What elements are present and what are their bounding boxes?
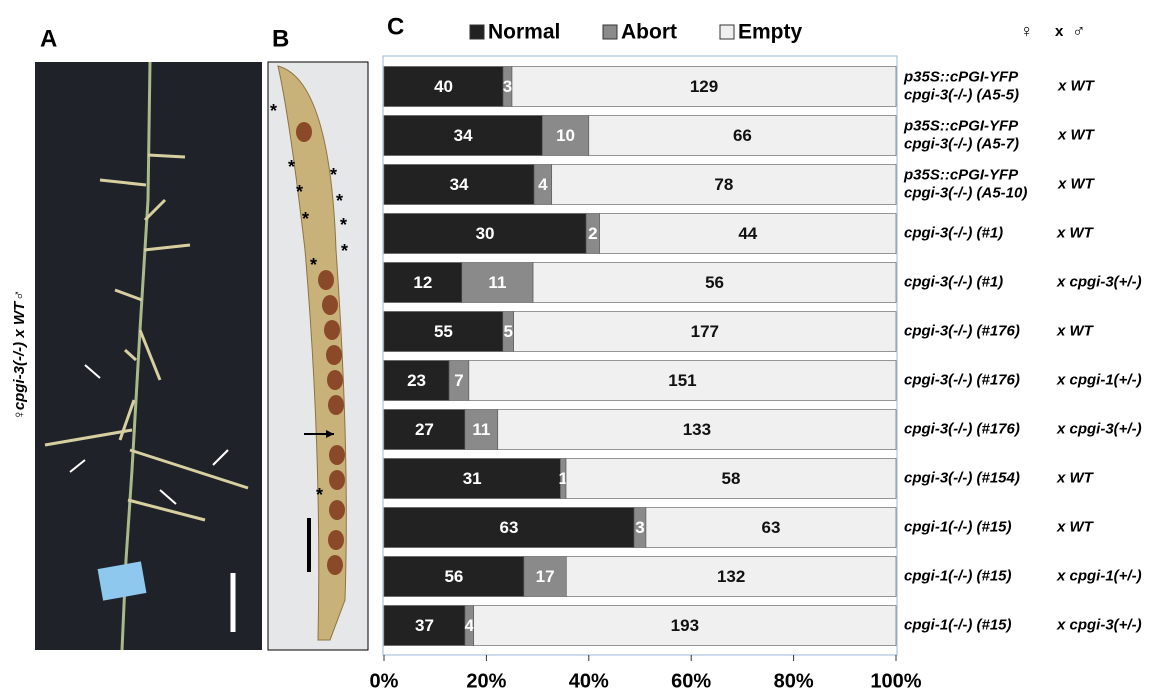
asterisk: *	[340, 215, 347, 235]
value-label: 4	[538, 175, 548, 194]
value-label: 27	[415, 420, 434, 439]
row-label-female: cpgi-3(-/-) (A5-7)	[904, 135, 1019, 152]
value-label: 17	[536, 567, 555, 586]
panel-letter: B	[272, 25, 289, 52]
value-label: 3	[503, 77, 512, 96]
row-label-female: cpgi-1(-/-) (#15)	[904, 616, 1012, 633]
legend-swatch	[720, 25, 734, 39]
value-label: 132	[717, 567, 745, 586]
legend-swatch	[603, 25, 617, 39]
x-tick-label: 0%	[370, 670, 399, 692]
value-label: 151	[668, 371, 696, 390]
asterisk: *	[302, 209, 309, 229]
value-label: 133	[683, 420, 711, 439]
value-label: 177	[691, 322, 719, 341]
value-label: 11	[488, 273, 506, 292]
value-label: 34	[450, 175, 469, 194]
value-label: 129	[690, 77, 718, 96]
value-label: 31	[463, 469, 482, 488]
value-label: 58	[722, 469, 741, 488]
cross-female: ♀	[1020, 21, 1034, 41]
panel-letter: C	[387, 13, 404, 40]
row-label-female: cpgi-3(-/-) (A5-5)	[904, 86, 1019, 103]
row-label-female: cpgi-3(-/-) (#176)	[904, 371, 1020, 388]
value-label: 56	[444, 567, 463, 586]
legend-label: Normal	[488, 21, 560, 44]
row-label-female: cpgi-1(-/-) (#15)	[904, 567, 1012, 584]
asterisk: *	[316, 485, 323, 505]
value-label: 7	[454, 371, 463, 390]
row-label-female: cpgi-3(-/-) (A5-10)	[904, 184, 1027, 201]
asterisk: *	[310, 255, 317, 275]
cross-male: ♂	[1072, 21, 1086, 41]
row-label-female: cpgi-3(-/-) (#154)	[904, 469, 1020, 486]
x-tick-label: 20%	[466, 670, 506, 692]
panel-letter: A	[40, 25, 57, 52]
row-label-female: p35S::cPGI-YFP	[903, 166, 1019, 183]
value-label: 40	[434, 77, 453, 96]
legend-swatch	[470, 25, 484, 39]
row-label-male: x WT	[1057, 175, 1096, 192]
row-label-female: cpgi-3(-/-) (#1)	[904, 273, 1003, 290]
value-label: 10	[556, 126, 575, 145]
cross-x: x	[1055, 23, 1064, 40]
value-label: 37	[415, 616, 434, 635]
value-label: 66	[733, 126, 752, 145]
x-tick-label: 40%	[569, 670, 609, 692]
value-label: 56	[705, 273, 724, 292]
row-label-male: x WT	[1056, 518, 1095, 535]
row-label-male: x WT	[1056, 224, 1095, 241]
x-tick-label: 100%	[870, 670, 921, 692]
value-label: 55	[434, 322, 453, 341]
x-tick-label: 60%	[671, 670, 711, 692]
asterisk: *	[341, 241, 348, 261]
figure: A B C ♀cpgi-3(-/-) x WT♂ * * * * * * * *…	[0, 0, 1163, 696]
value-label: 63	[762, 518, 781, 537]
row-label-female: cpgi-3(-/-) (#176)	[904, 420, 1020, 437]
value-label: 2	[588, 224, 597, 243]
row-label-female: cpgi-3(-/-) (#176)	[904, 322, 1020, 339]
value-label: 78	[714, 175, 733, 194]
row-label-male: x cpgi-3(+/-)	[1056, 273, 1142, 290]
asterisk: *	[330, 165, 337, 185]
legend-label: Abort	[621, 21, 677, 44]
row-label-male: x cpgi-1(+/-)	[1056, 567, 1142, 584]
row-label-male: x cpgi-3(+/-)	[1056, 616, 1142, 633]
side-label: ♀cpgi-3(-/-) x WT♂	[11, 291, 28, 422]
row-label-male: x WT	[1056, 469, 1095, 486]
asterisk: *	[296, 182, 303, 202]
value-label: 193	[671, 616, 699, 635]
value-label: 44	[738, 224, 757, 243]
value-label: 23	[407, 371, 426, 390]
value-label: 12	[413, 273, 432, 292]
value-label: 30	[476, 224, 495, 243]
row-label-female: p35S::cPGI-YFP	[903, 68, 1019, 85]
row-label-male: x WT	[1057, 126, 1096, 143]
x-tick-label: 80%	[774, 670, 814, 692]
value-label: 34	[454, 126, 473, 145]
legend-label: Empty	[738, 21, 803, 44]
row-label-female: p35S::cPGI-YFP	[903, 117, 1019, 134]
row-label-female: cpgi-3(-/-) (#1)	[904, 224, 1003, 241]
asterisk: *	[288, 157, 295, 177]
value-label: 11	[472, 420, 490, 439]
value-label: 63	[500, 518, 519, 537]
row-label-male: x cpgi-1(+/-)	[1056, 371, 1142, 388]
asterisk: *	[270, 101, 277, 121]
row-label-female: cpgi-1(-/-) (#15)	[904, 518, 1012, 535]
value-label: 4	[465, 616, 475, 635]
row-label-male: x WT	[1057, 77, 1096, 94]
row-label-male: x cpgi-3(+/-)	[1056, 420, 1142, 437]
value-label: 3	[635, 518, 644, 537]
value-label: 5	[503, 322, 512, 341]
asterisk: *	[336, 191, 343, 211]
row-label-male: x WT	[1056, 322, 1095, 339]
